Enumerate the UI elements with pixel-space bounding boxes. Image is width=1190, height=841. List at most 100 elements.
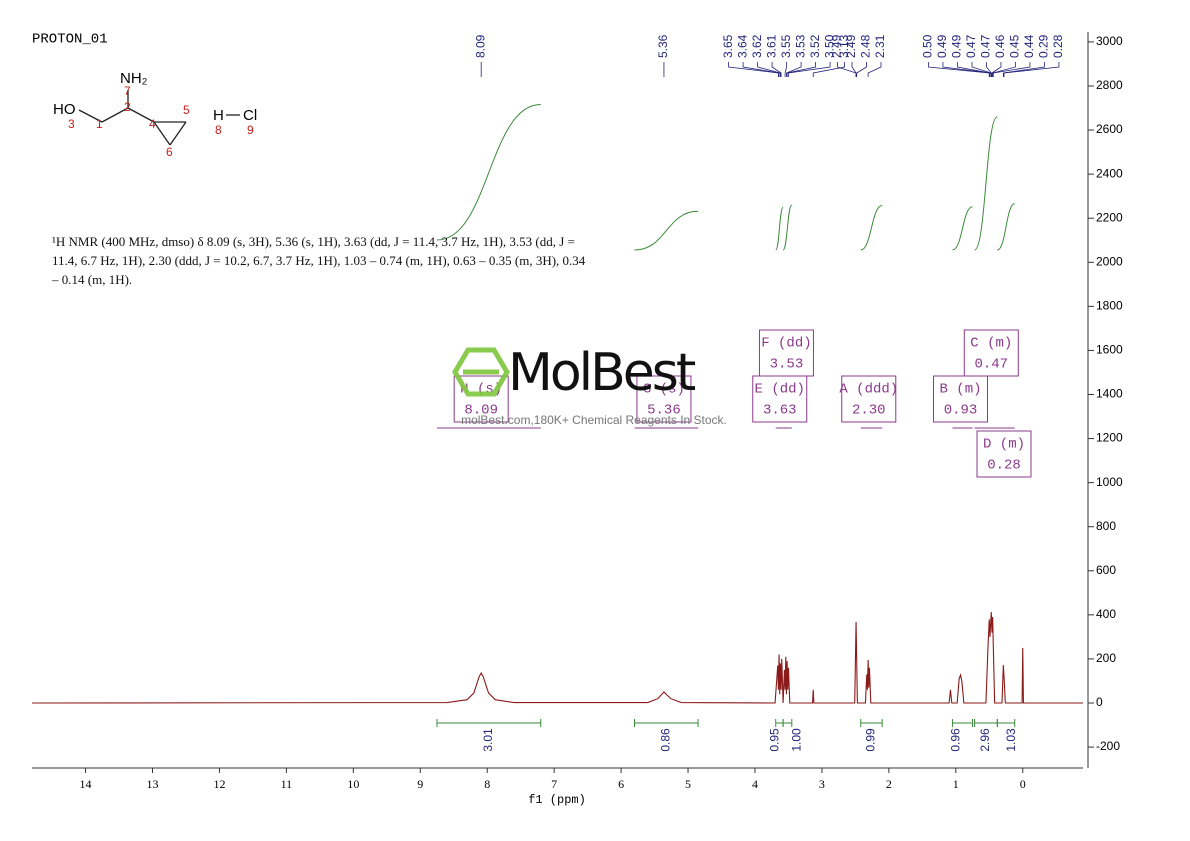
x-tick-label: 11 xyxy=(281,777,293,791)
peak-label: 8.09 xyxy=(473,34,487,58)
y-tick-label: 1600 xyxy=(1096,343,1123,357)
atom-number: 4 xyxy=(149,117,156,131)
peak-marker xyxy=(928,62,990,77)
x-axis-label: f1 (ppm) xyxy=(528,793,586,807)
peak-label: 0.50 xyxy=(921,34,935,58)
x-tick-label: 1 xyxy=(953,777,959,791)
atom-label: NH₂ xyxy=(120,70,148,87)
x-tick-label: 5 xyxy=(685,777,691,791)
peak-marker xyxy=(1002,62,1045,77)
integral-curve xyxy=(782,204,793,251)
atom-label: H xyxy=(213,107,224,124)
peak-marker xyxy=(957,62,991,77)
peak-marker xyxy=(992,62,1016,77)
peak-label: 2.31 xyxy=(873,34,887,58)
peak-marker xyxy=(992,62,1031,77)
atom-number: 9 xyxy=(247,123,254,137)
x-tick-label: 13 xyxy=(146,777,158,791)
y-tick-label: 2200 xyxy=(1096,210,1123,224)
y-tick-label: 0 xyxy=(1096,695,1103,709)
multiplet-box xyxy=(976,430,1032,478)
peak-marker xyxy=(812,62,845,77)
integral-label: 0.86 xyxy=(658,728,672,752)
multiplet-shift: 0.93 xyxy=(944,403,978,419)
x-tick-label: 12 xyxy=(213,777,225,791)
multiplet-shift: 5.36 xyxy=(647,403,681,419)
atom-number: 3 xyxy=(68,117,75,131)
integral-curve xyxy=(974,116,998,251)
peak-label: 0.47 xyxy=(979,34,993,58)
atom-number: 8 xyxy=(215,123,222,137)
peak-label: 0.46 xyxy=(993,34,1007,58)
x-tick-label: 8 xyxy=(484,777,490,791)
peak-marker xyxy=(771,62,782,77)
y-tick-label: 3000 xyxy=(1096,34,1123,48)
y-tick-label: 400 xyxy=(1096,607,1116,621)
multiplet-name: D (m) xyxy=(983,437,1025,453)
atom-number: 2 xyxy=(124,100,131,114)
peak-marker xyxy=(728,62,779,77)
peak-label: 3.55 xyxy=(779,34,793,58)
peak-marker xyxy=(784,62,787,77)
peak-marker xyxy=(1003,62,1060,77)
integral-label: 0.99 xyxy=(864,728,878,752)
x-tick-label: 4 xyxy=(752,777,758,791)
peak-label: 0.44 xyxy=(1022,34,1036,58)
x-tick-label: 0 xyxy=(1020,777,1026,791)
multiplet-box xyxy=(841,375,897,423)
multiplet-shift: 3.53 xyxy=(770,357,804,373)
peak-marker xyxy=(856,62,867,77)
integral-curve xyxy=(634,210,699,251)
peak-label: 0.45 xyxy=(1008,34,1022,58)
multiplet-name: C (m) xyxy=(970,336,1012,352)
peak-label: 3.52 xyxy=(808,34,822,58)
atom-label: HO xyxy=(53,101,76,118)
integral-curve xyxy=(997,203,1015,251)
multiplet-shift: 0.47 xyxy=(974,357,1008,373)
atom-number: 7 xyxy=(124,84,131,98)
y-tick-label: 1000 xyxy=(1096,475,1123,489)
integral-curve xyxy=(860,204,883,251)
integral-curve xyxy=(775,206,784,251)
peak-label: 3.50 xyxy=(822,34,836,58)
peak-marker xyxy=(851,62,857,77)
integral-label: 1.00 xyxy=(790,728,804,752)
x-tick-label: 9 xyxy=(417,777,423,791)
y-tick-label: 2400 xyxy=(1096,166,1123,180)
peak-label: 2.49 xyxy=(844,34,858,58)
peak-label: 0.47 xyxy=(964,34,978,58)
peak-marker xyxy=(991,62,1002,77)
peak-label: 3.62 xyxy=(750,34,764,58)
x-tick-label: 7 xyxy=(551,777,557,791)
peak-marker xyxy=(867,62,882,77)
peak-label: 5.36 xyxy=(656,34,670,58)
y-tick-label: 2000 xyxy=(1096,254,1123,268)
peak-label: 3.65 xyxy=(721,34,735,58)
x-tick-label: 6 xyxy=(618,777,624,791)
peak-label: 3.61 xyxy=(764,34,778,58)
multiplet-name: B (m) xyxy=(939,382,981,398)
y-tick-label: 2800 xyxy=(1096,78,1123,92)
spectrum xyxy=(31,611,1083,704)
peak-label: 3.64 xyxy=(735,34,749,58)
x-tick-label: 3 xyxy=(819,777,825,791)
integral-curve xyxy=(952,206,973,251)
peak-marker xyxy=(986,62,992,77)
peak-label: 3.13 xyxy=(837,34,851,58)
integral-label: 3.01 xyxy=(481,728,495,752)
y-tick-label: -200 xyxy=(1096,739,1120,753)
integral-curve xyxy=(437,104,541,241)
y-tick-label: 600 xyxy=(1096,563,1116,577)
multiplet-box xyxy=(636,375,692,423)
y-tick-label: 1400 xyxy=(1096,387,1123,401)
multiplet-shift: 3.63 xyxy=(763,403,797,419)
atom-number: 1 xyxy=(96,117,103,131)
peak-label: 0.49 xyxy=(935,34,949,58)
multiplet-shift: 8.09 xyxy=(464,403,498,419)
peak-label: 0.29 xyxy=(1037,34,1051,58)
y-tick-label: 2600 xyxy=(1096,122,1123,136)
integral-label: 0.95 xyxy=(768,728,782,752)
multiplet-name: E (dd) xyxy=(755,382,805,398)
structure: NH₂ HO H Cl 7 2 3 1 4 5 6 8 9 xyxy=(53,70,257,159)
